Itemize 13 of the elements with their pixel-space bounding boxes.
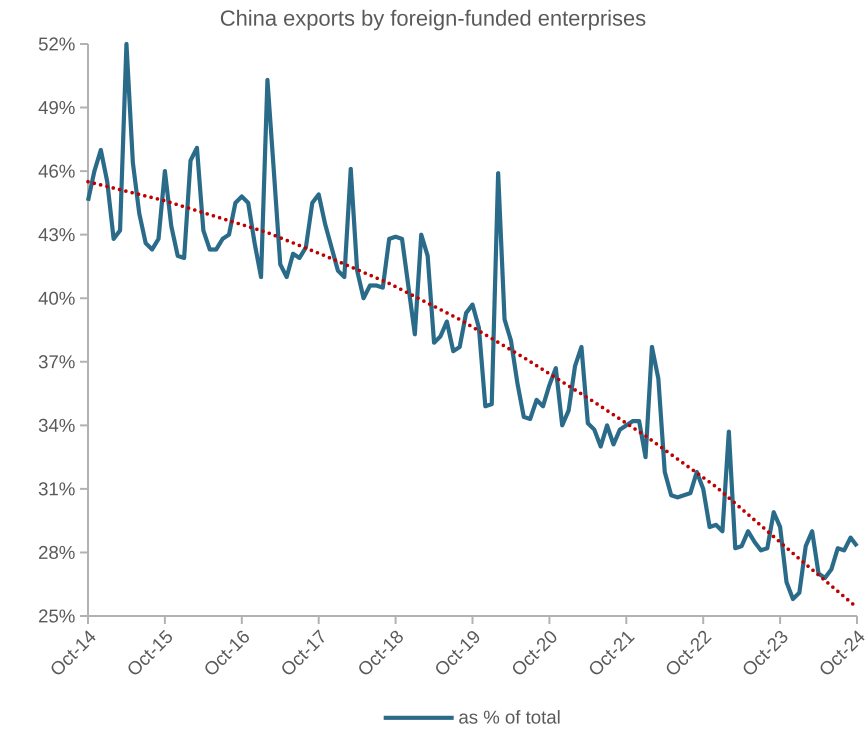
- y-tick-label: 25%: [39, 609, 75, 623]
- y-tick-label: 34%: [38, 418, 75, 432]
- line-series: [86, 42, 860, 602]
- y-tick-label: 31%: [38, 482, 75, 496]
- y-tick-label: 49%: [38, 100, 75, 114]
- y-tick-label: 28%: [39, 546, 75, 560]
- y-tick-label: 40%: [38, 292, 75, 305]
- y-tick-label: 46%: [38, 164, 75, 178]
- y-tick-label: 37%: [38, 355, 75, 368]
- legend-label: as % of total: [459, 710, 560, 724]
- y-tick-label: 52%: [38, 37, 75, 51]
- chart-title: China exports by foreign-funded enterprises: [220, 10, 646, 30]
- y-tick-label: 43%: [38, 228, 75, 242]
